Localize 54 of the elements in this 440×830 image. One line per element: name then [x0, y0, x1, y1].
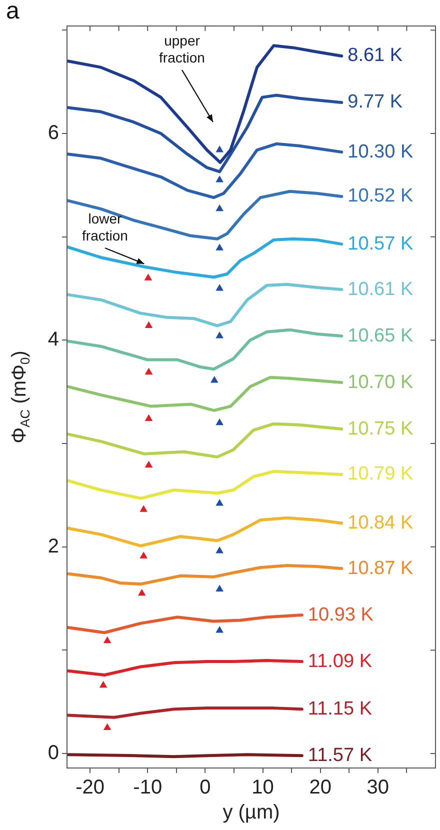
y-tick-label: 6 [48, 122, 59, 144]
point [216, 546, 224, 554]
x-tick-label: 30 [366, 776, 390, 799]
point [138, 588, 146, 596]
series-label: 11.15 K [308, 698, 372, 720]
point [103, 636, 112, 644]
y-tick-label: 4 [48, 328, 59, 351]
point [216, 584, 224, 592]
series-label: 10.84 K [348, 512, 414, 534]
point [140, 505, 148, 512]
y-tick-label: 2 [48, 535, 59, 558]
point [144, 414, 153, 421]
y-tick-label: 0 [48, 742, 59, 764]
point [140, 552, 148, 558]
annotation: lower fraction [82, 210, 128, 244]
x-tick-label: 20 [309, 776, 332, 799]
point [144, 368, 153, 374]
series-label: 10.87 K [348, 558, 414, 579]
point [216, 204, 224, 212]
series-label: 11.09 K [308, 650, 372, 672]
point [216, 498, 224, 506]
annotation: upper fraction [159, 32, 205, 66]
series-label: 10.61 K [348, 278, 414, 300]
x-tick-label: 10 [252, 776, 274, 799]
series-label: 10.79 K [348, 464, 414, 485]
point [144, 460, 153, 468]
point [144, 274, 152, 280]
series-label: 9.77 K [348, 92, 403, 113]
series-label: 10.52 K [348, 186, 414, 207]
x-tick-label: -10 [133, 776, 162, 799]
series-label: 10.70 K [348, 372, 414, 393]
series-label: 10.57 K [348, 233, 414, 254]
point [99, 680, 108, 688]
point [216, 332, 224, 338]
point [216, 146, 224, 152]
series-label: 10.75 K [348, 418, 414, 440]
series-label: 8.61 K [348, 45, 403, 66]
point [210, 376, 218, 383]
point [216, 175, 224, 182]
point [216, 626, 224, 633]
point [103, 723, 112, 730]
text: a [6, 0, 20, 25]
series-label: 10.30 K [348, 141, 414, 162]
point [216, 284, 224, 291]
series-label: 10.65 K [348, 325, 414, 346]
x-axis-title: y (µm) [222, 802, 280, 824]
point [144, 321, 153, 328]
series-label: 10.93 K [308, 604, 374, 626]
point [216, 418, 224, 426]
x-tick-label: 0 [200, 776, 211, 799]
x-tick-label: -20 [76, 776, 104, 799]
point [216, 244, 224, 250]
series-label: 11.57 K [308, 744, 372, 766]
y-axis-title: ΦAC (mΦ0) [8, 350, 33, 444]
